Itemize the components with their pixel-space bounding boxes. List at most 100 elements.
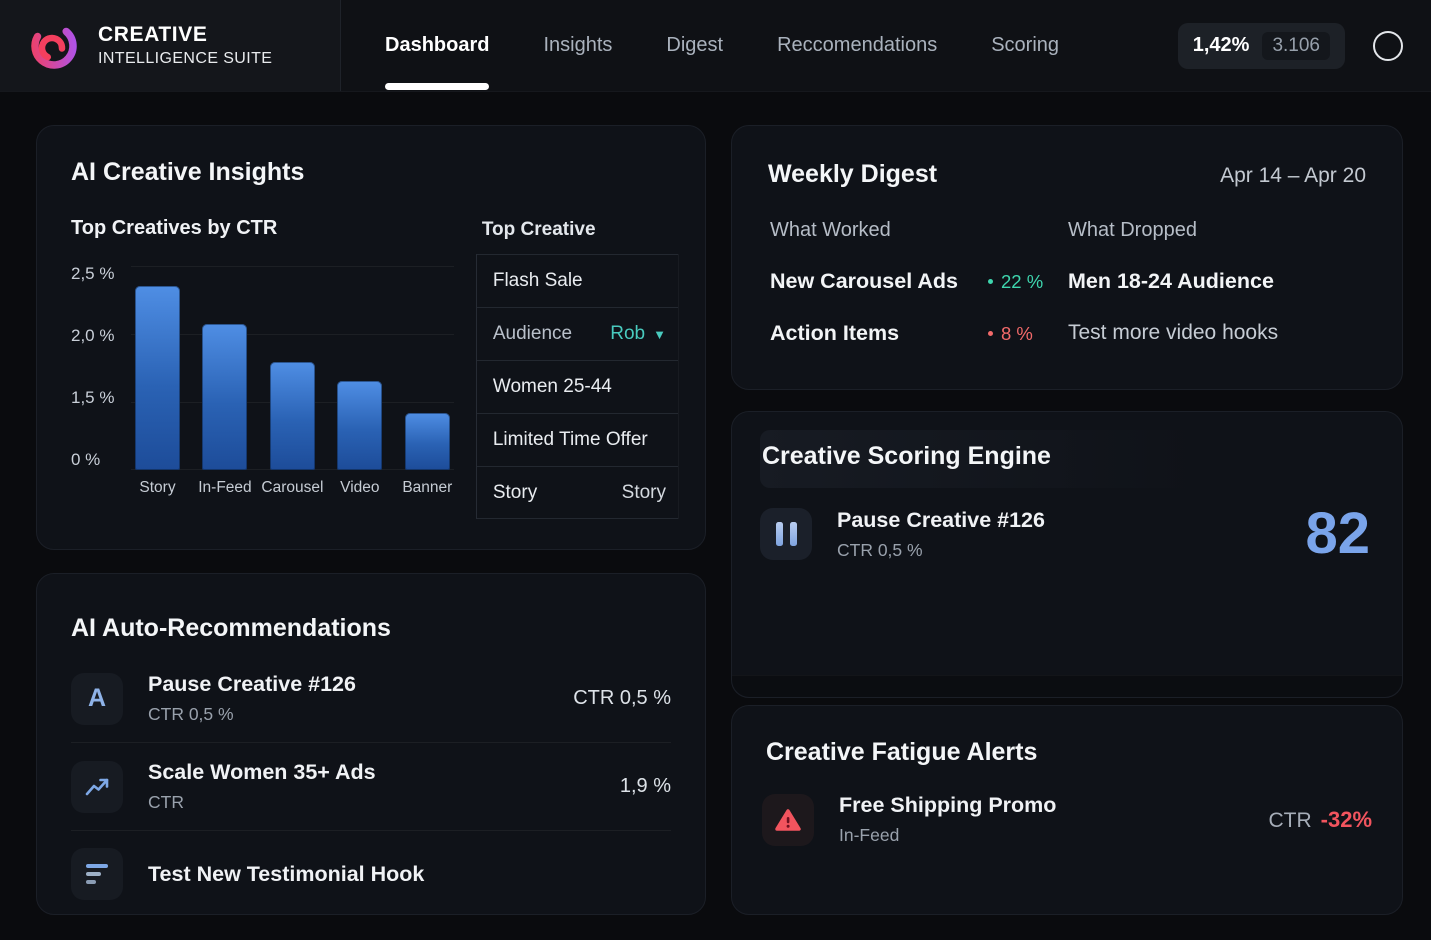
- y-tick: 0 %: [71, 450, 101, 469]
- chart-y-axis: 2,5 % 2,0 % 1,5 % 0 %: [71, 258, 123, 470]
- digest-item-title: New Carousel Ads: [770, 269, 958, 293]
- user-avatar[interactable]: [1373, 30, 1403, 61]
- nav-item-recommendations[interactable]: Reccomendations: [777, 0, 937, 91]
- creative-score-value: 82: [1305, 501, 1370, 566]
- metric-label: CTR: [1268, 808, 1312, 832]
- title-highlight: [760, 430, 1200, 488]
- digest-panel-title: Weekly Digest: [768, 160, 938, 188]
- warning-badge: [762, 793, 814, 846]
- bar: [269, 362, 315, 470]
- y-tick: 2,0 %: [71, 326, 115, 345]
- list-item[interactable]: Limited Time Offer: [476, 413, 678, 466]
- digest-item-title: Test more video hooks: [1068, 321, 1279, 344]
- audience-dropdown[interactable]: Rob ▼: [610, 323, 666, 345]
- fatigue-metric: CTR -32%: [1268, 807, 1372, 833]
- recommendation-row[interactable]: Test New Testimonial Hook: [71, 830, 671, 917]
- fatigue-item-title: Free Shipping Promo: [839, 793, 1057, 817]
- bar: [135, 286, 180, 470]
- nav-label: Dashboard: [385, 34, 490, 56]
- column-label: What Dropped: [1068, 219, 1197, 241]
- column-label: What Worked: [770, 219, 891, 241]
- fatigue-alert-row[interactable]: Free Shipping Promo In-Feed CTR -32%: [762, 793, 1372, 846]
- what-dropped-column: What Dropped Men 18-24 Audience Test mor…: [1068, 219, 1366, 346]
- nav-label: Insights: [543, 34, 613, 56]
- creative-fatigue-alerts-panel: Creative Fatigue Alerts Free Shipping Pr…: [731, 705, 1403, 915]
- nav-label: Scoring: [991, 34, 1060, 56]
- bar-group: Video: [337, 381, 383, 496]
- delta-value: 22 %: [1001, 270, 1044, 292]
- recommendation-row[interactable]: Scale Women 35+ Ads CTR 1,9 %: [71, 742, 671, 830]
- warning-triangle-icon: [775, 808, 801, 831]
- list-item[interactable]: Flash Sale: [476, 254, 678, 307]
- nav-label: Reccomendations: [777, 34, 938, 56]
- brand-line1: CREATIVE: [98, 23, 208, 46]
- gridline: [131, 266, 454, 267]
- list-lines-icon: [71, 848, 123, 900]
- delta-down-badge: 8 %: [988, 323, 1033, 345]
- chevron-down-icon: ▼: [653, 326, 666, 342]
- digest-date-range: Apr 14 – Apr 20: [1220, 164, 1366, 187]
- list-item-label: Audience: [492, 323, 573, 344]
- y-tick: 1,5 %: [71, 388, 115, 407]
- delta-value: 8 %: [1001, 322, 1033, 344]
- digest-item: Action Items 8 %: [770, 321, 1068, 346]
- letter-a-icon: A: [71, 672, 123, 725]
- header-stats-pill: 1,42% 3.106: [1177, 22, 1345, 69]
- gridline: [131, 334, 454, 335]
- brand-logo-block[interactable]: CREATIVE INTELLIGENCE SUITE: [0, 0, 341, 91]
- list-item-label: Story: [492, 481, 538, 503]
- insights-panel-title: AI Creative Insights: [71, 158, 305, 186]
- chart-title: Top Creatives by CTR: [71, 217, 278, 239]
- list-item[interactable]: Story Story: [476, 466, 678, 519]
- main-nav: Dashboard Insights Digest Reccomendation…: [385, 0, 1059, 91]
- trend-up-icon: [71, 760, 123, 813]
- ai-creative-insights-panel: AI Creative Insights Top Creatives by CT…: [36, 125, 706, 550]
- digest-item: Test more video hooks: [1068, 321, 1366, 345]
- what-worked-column: What Worked New Carousel Ads 22 % Action…: [770, 219, 1068, 346]
- recommendation-subtitle: CTR: [148, 792, 184, 812]
- chart-plot-area: Story In-Feed Carousel: [131, 258, 454, 496]
- pause-button[interactable]: [760, 508, 812, 560]
- brand-line2: INTELLIGENCE SUITE: [98, 50, 273, 67]
- recommendation-subtitle: CTR 0,5 %: [148, 704, 234, 724]
- metric-value: -32%: [1320, 806, 1372, 832]
- scoring-item-subtitle: CTR 0,5 %: [837, 539, 923, 560]
- scoring-row: Pause Creative #126 CTR 0,5 % 82: [760, 505, 1370, 563]
- active-tab-underline: [385, 83, 490, 90]
- recommendation-metric: 1,9 %: [619, 775, 671, 797]
- fatigue-item-subtitle: In-Feed: [839, 825, 900, 845]
- list-item[interactable]: Women 25-44: [476, 360, 678, 413]
- nav-item-dashboard[interactable]: Dashboard: [385, 0, 490, 91]
- nav-item-scoring[interactable]: Scoring: [991, 0, 1059, 91]
- list-item-label: Flash Sale: [492, 270, 583, 291]
- bar: [404, 413, 450, 470]
- recommendation-title: Pause Creative #126: [148, 672, 356, 696]
- top-nav-bar: CREATIVE INTELLIGENCE SUITE Dashboard In…: [0, 0, 1431, 92]
- header-impressions-stat: 3.106: [1262, 31, 1330, 60]
- bar-label: Carousel: [261, 479, 324, 496]
- ai-auto-recommendations-panel: AI Auto-Recommendations A Pause Creative…: [36, 573, 706, 915]
- panel-footer-strip: [732, 675, 1402, 697]
- brand-swirl-icon: [31, 22, 77, 69]
- pause-icon: [775, 522, 797, 546]
- bar-label: In-Feed: [198, 479, 252, 496]
- bar-label: Story: [139, 479, 176, 496]
- bar-group: Banner: [402, 413, 452, 496]
- bar-label: Banner: [402, 479, 453, 496]
- recommendation-row[interactable]: A Pause Creative #126 CTR 0,5 % CTR 0,5 …: [71, 655, 671, 742]
- delta-dot-icon: [988, 331, 993, 336]
- audience-dropdown-row[interactable]: Audience Rob ▼: [476, 307, 678, 360]
- top-creative-title: Top Creative: [481, 219, 596, 240]
- header-ctr-stat: 1,42%: [1192, 34, 1250, 56]
- creative-scoring-engine-panel: Creative Scoring Engine Pause Creative #…: [731, 411, 1403, 698]
- recommendations-panel-title: AI Auto-Recommendations: [71, 614, 391, 642]
- nav-item-digest[interactable]: Digest: [666, 0, 723, 91]
- delta-dot-icon: [988, 279, 993, 284]
- digest-item: Men 18-24 Audience: [1068, 269, 1366, 294]
- scoring-panel-title: Creative Scoring Engine: [762, 442, 1051, 470]
- nav-item-insights[interactable]: Insights: [543, 0, 612, 91]
- recommendation-title: Test New Testimonial Hook: [148, 861, 425, 886]
- bar-group: Story: [135, 286, 180, 496]
- brand-title: CREATIVE INTELLIGENCE SUITE: [98, 23, 272, 68]
- audience-value: Rob: [610, 323, 646, 344]
